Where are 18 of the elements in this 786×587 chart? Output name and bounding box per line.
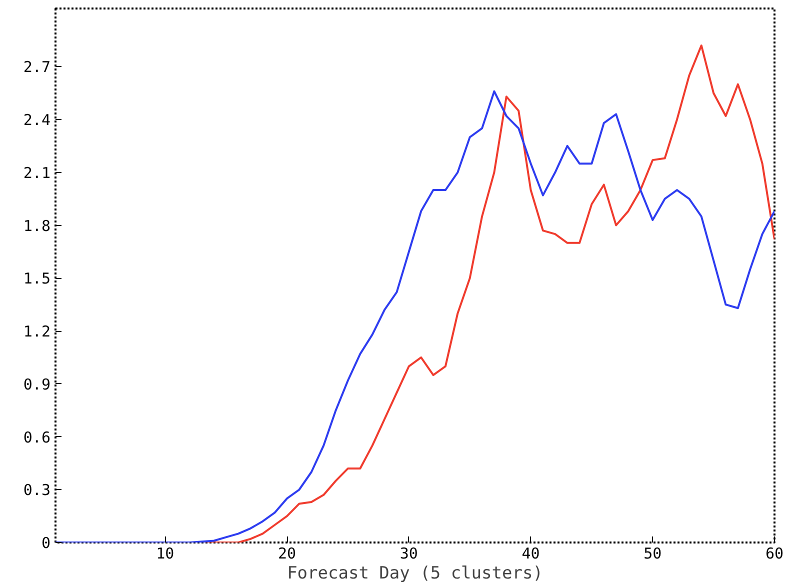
x-tick-label: 60 bbox=[765, 544, 784, 562]
x-tick-label: 30 bbox=[400, 544, 418, 562]
y-tick-label: 0 bbox=[41, 534, 50, 552]
x-axis-title: Forecast Day (5 clusters) bbox=[287, 564, 543, 584]
y-tick-label: 0.3 bbox=[23, 481, 50, 500]
line-series bbox=[56, 90, 774, 542]
y-tick-label: 0.6 bbox=[23, 428, 50, 446]
y-tick-label: 1.2 bbox=[23, 322, 50, 341]
y-tick-label: 2.4 bbox=[23, 111, 50, 130]
x-tick-label: 50 bbox=[644, 544, 662, 562]
y-tick-label: 2.1 bbox=[23, 164, 50, 182]
y-tick-label: 1.5 bbox=[23, 270, 50, 288]
x-tick-label: 10 bbox=[156, 544, 174, 562]
y-tick-label: 2.7 bbox=[23, 58, 50, 76]
y-tick-label: 1.8 bbox=[23, 216, 50, 235]
x-tick-label: 40 bbox=[522, 544, 540, 562]
x-tick-label: 20 bbox=[278, 544, 296, 562]
y-tick-label: 0.9 bbox=[23, 375, 50, 394]
